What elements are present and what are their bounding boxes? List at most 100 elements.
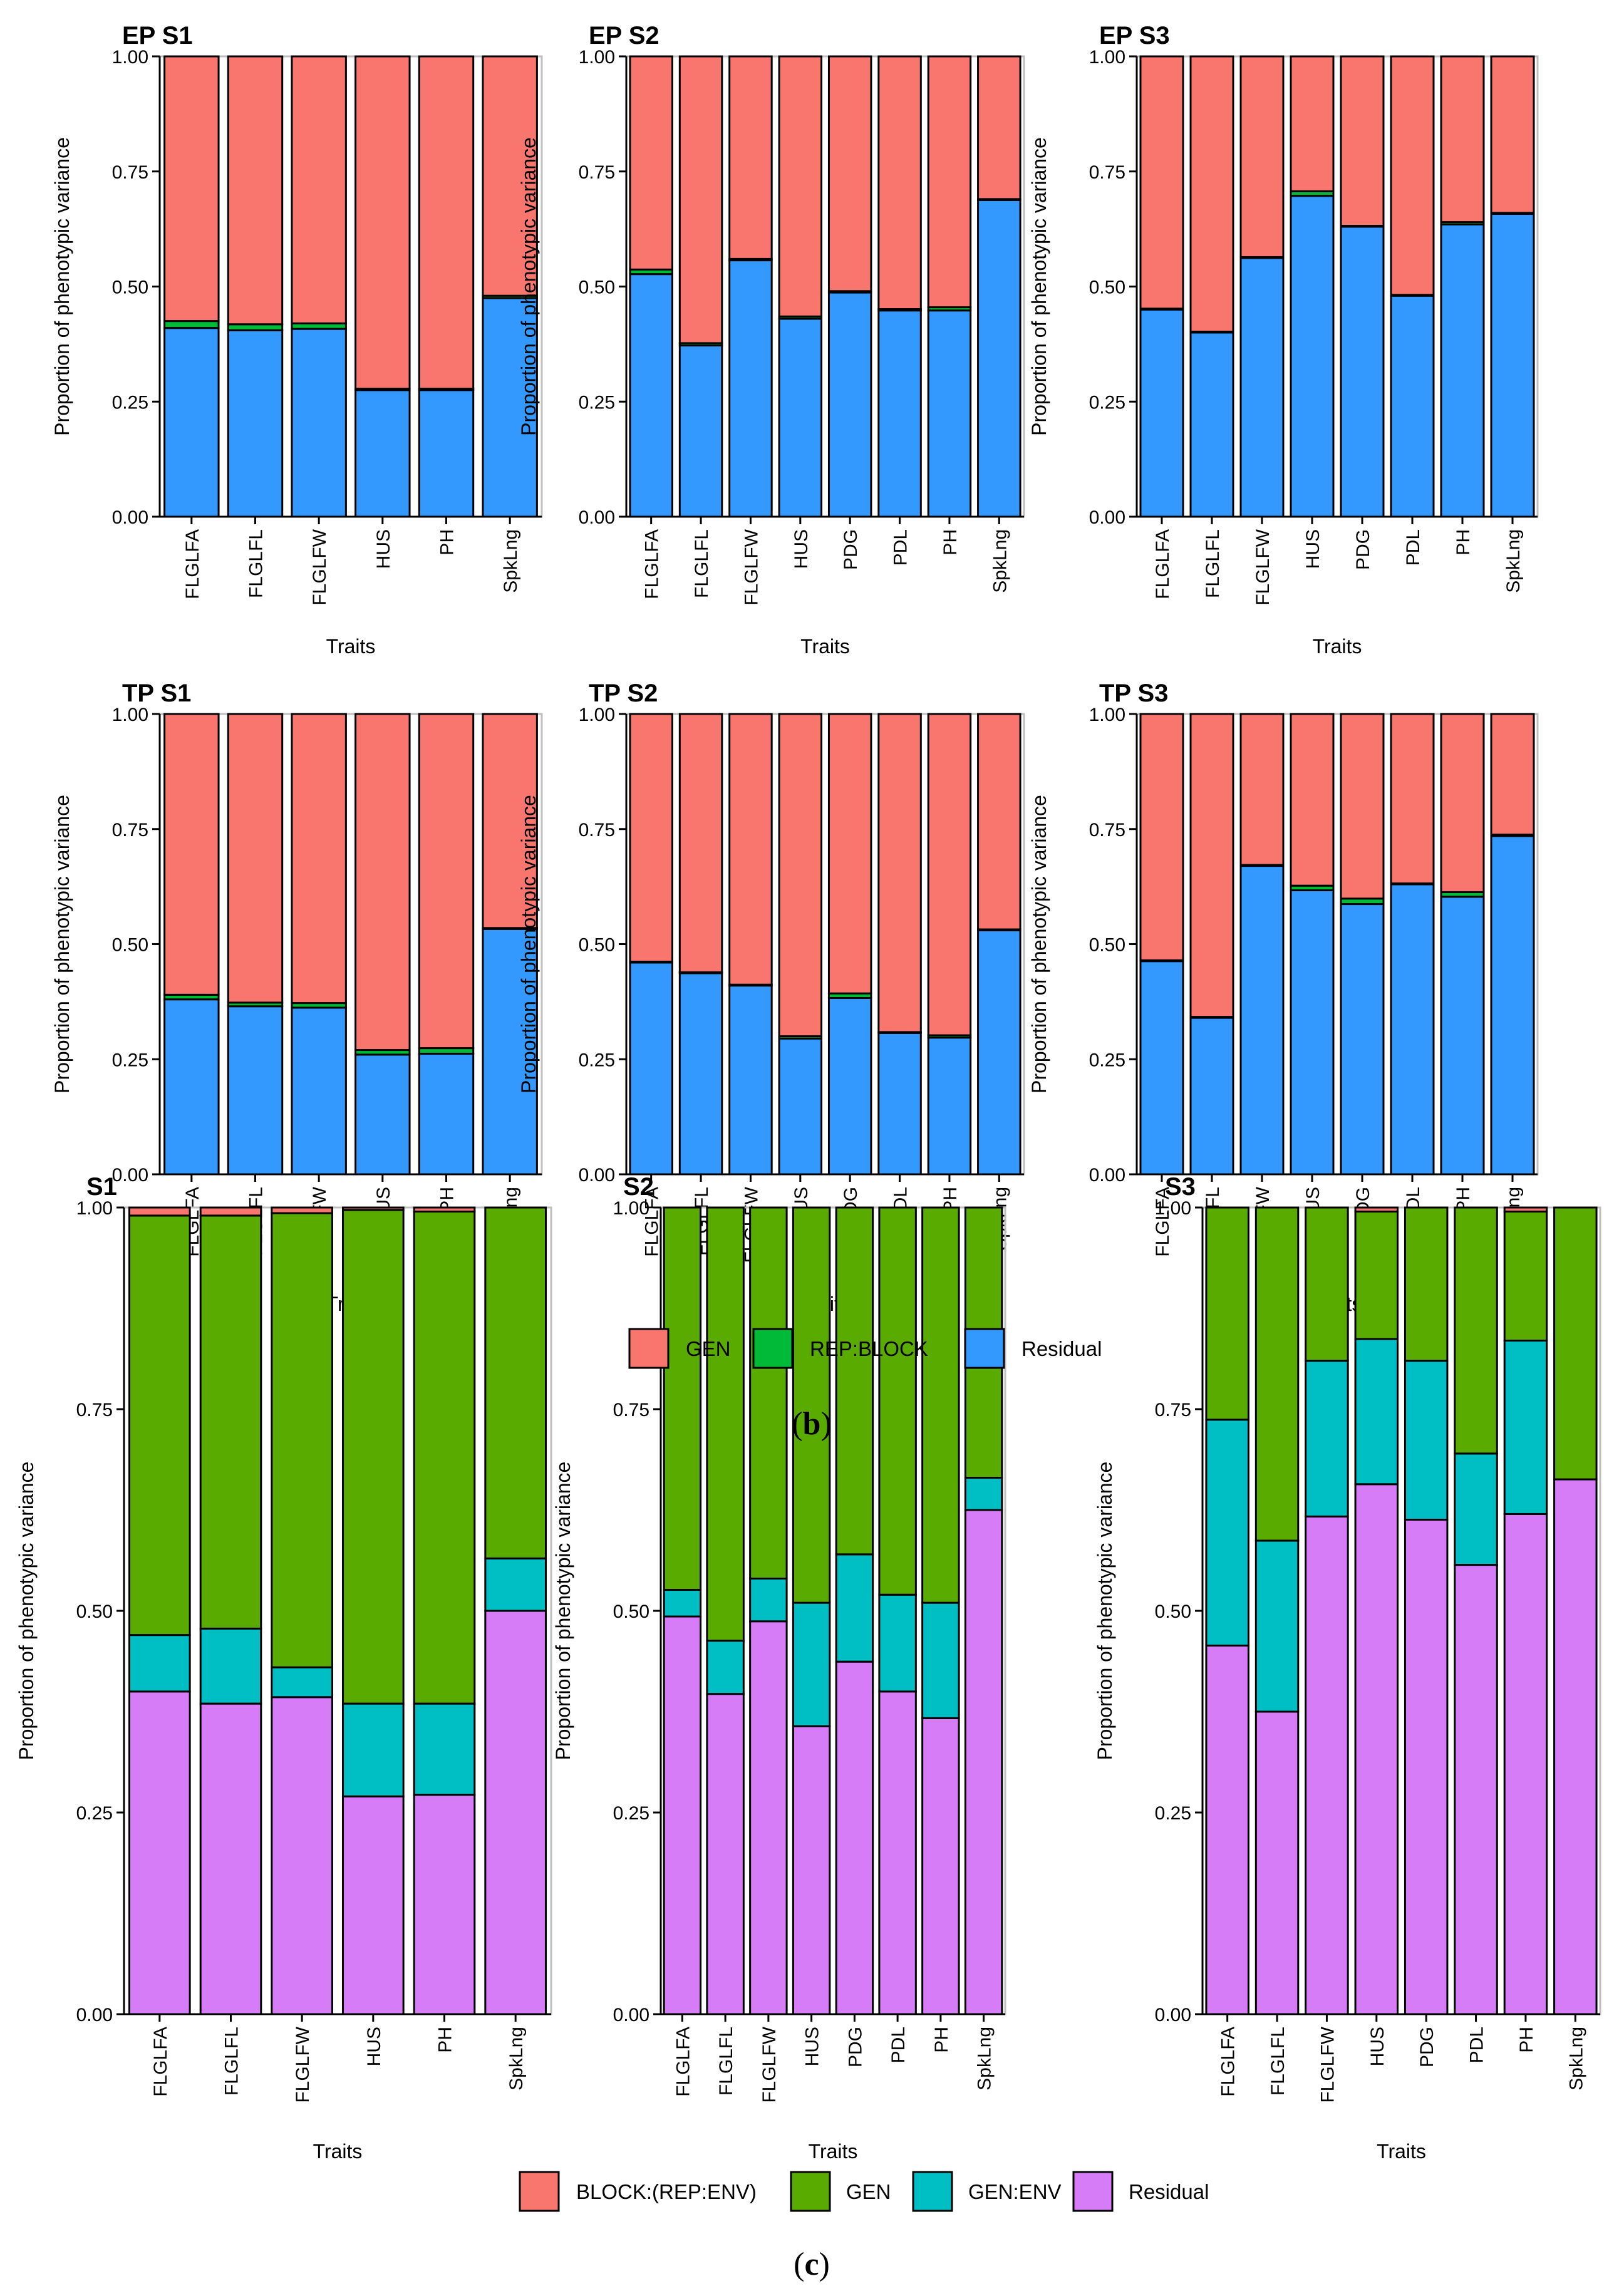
bar-segment-gen <box>629 55 673 271</box>
bar-segment-residual <box>484 1610 547 2015</box>
bar-segment-residual <box>482 297 538 518</box>
bar-segment-gen <box>728 55 773 260</box>
bar-segment-gen <box>749 1206 788 1580</box>
bar-segment-residual <box>1290 889 1335 1176</box>
bar-segment-gen-env <box>199 1627 262 1705</box>
bar-segment-gen-env <box>835 1553 874 1663</box>
bar-segment-gen-env <box>1305 1360 1349 1518</box>
y-axis-label: Proportion of phenotypic variance <box>1094 1462 1116 1761</box>
bar-segment-gen <box>1553 1206 1598 1481</box>
x-axis-label: Traits <box>1313 635 1362 658</box>
legend-swatch-gen-env <box>912 2171 953 2212</box>
bar-segment-block-rep-env <box>271 1206 333 1214</box>
bar-segment-residual <box>418 1052 475 1176</box>
bar-segment-block-rep-env <box>342 1206 405 1211</box>
bar-segment-gen <box>835 1206 874 1556</box>
x-tick-label: PH <box>1453 529 1474 556</box>
bar-segment-gen <box>1305 1206 1349 1362</box>
bar-segment-residual <box>1189 1016 1234 1176</box>
x-tick-label: FLGLFW <box>1317 2026 1338 2102</box>
x-tick-label: FLGLFA <box>1152 529 1173 599</box>
bar-segment-gen <box>1340 713 1385 900</box>
panel-title: TP S1 <box>122 680 191 707</box>
bar-segment-gen <box>354 713 411 1052</box>
bar-segment-gen-env <box>706 1640 745 1695</box>
bar-segment-block-rep-env <box>413 1206 476 1213</box>
legend-c: BLOCK:(REP:ENV) GEN GEN:ENV Residual <box>519 2171 1209 2212</box>
x-tick-label: FLGLFW <box>1253 529 1273 605</box>
panel-s3: S3 0.00 0.25 0.50 0.75 1.00 Proportion of phen… <box>1094 1173 1601 2163</box>
panel-title: EP S2 <box>589 22 659 49</box>
y-tick-label: 0.50 <box>579 935 615 956</box>
bar-segment-residual <box>227 329 284 518</box>
legend-label-gen-c: GEN <box>846 2180 891 2203</box>
y-tick-label: 0.00 <box>1089 1165 1125 1186</box>
bar-segment-residual <box>977 929 1021 1176</box>
x-tick-label: HUS <box>373 529 394 569</box>
caption-c: (c) <box>794 2247 830 2282</box>
panel-s1: S1 0.00 0.25 0.50 0.75 1.00 Proportion of phen… <box>15 1173 552 2163</box>
y-tick-label: 0.75 <box>112 162 148 183</box>
bar-segment-residual <box>827 291 872 518</box>
bar-segment-gen-env <box>1503 1340 1548 1515</box>
legend-swatch-residual <box>964 1328 1005 1369</box>
bar-segment-gen-env <box>1454 1452 1498 1566</box>
bar-segment-gen <box>1503 1210 1548 1342</box>
bar-segment-rep-block <box>163 320 220 329</box>
y-tick-label: 0.25 <box>579 1050 615 1070</box>
bar-segment-gen <box>1440 55 1485 224</box>
legend-swatch-residual-c <box>1072 2171 1114 2212</box>
bar-segment-residual <box>921 1717 960 2015</box>
bar-segment-gen-env <box>663 1589 702 1618</box>
y-tick-label: 1.00 <box>1155 1198 1191 1219</box>
bar-segment-residual <box>927 309 972 518</box>
bar-segment-gen <box>1404 1206 1449 1362</box>
bar-segment-residual <box>1390 883 1435 1176</box>
x-tick-label: PDL <box>888 2027 909 2063</box>
bar-segment-residual <box>835 1660 874 2015</box>
x-tick-label: FLGLFL <box>246 529 267 598</box>
bar-segment-gen-env <box>128 1634 191 1693</box>
bar-segment-gen-env <box>749 1577 788 1623</box>
bar-segment-gen <box>1139 713 1184 961</box>
y-axis-label: Proportion of phenotypic variance <box>552 1462 574 1761</box>
bar-segment-residual <box>629 273 673 518</box>
y-tick-label: 1.00 <box>613 1198 649 1219</box>
bar-segment-residual <box>199 1702 262 2015</box>
bar-segment-residual <box>964 1509 1003 2015</box>
bar-segment-residual <box>1354 1483 1399 2015</box>
y-tick-label: 0.50 <box>112 277 148 298</box>
bar-segment-residual <box>291 1006 347 1176</box>
bar-segment-residual <box>778 318 823 518</box>
y-tick-label: 0.75 <box>1089 820 1125 840</box>
bar-segment-residual <box>1454 1564 1498 2015</box>
y-tick-label: 1.00 <box>1089 47 1125 68</box>
bar-segment-residual <box>1440 223 1485 518</box>
bar-segment-residual <box>271 1696 333 2015</box>
legend-label-gen: GEN <box>686 1337 731 1360</box>
x-tick-label: SpkLng <box>506 2027 527 2091</box>
x-tick-label: PH <box>437 529 458 556</box>
panel-title: EP S1 <box>122 22 193 49</box>
bar-segment-gen <box>706 1206 745 1642</box>
bar-segment-gen <box>484 1206 547 1559</box>
x-tick-label: PH <box>1516 2027 1537 2053</box>
bar-segment-gen <box>778 55 823 318</box>
bar-segment-gen <box>227 55 284 326</box>
y-tick-label: 0.00 <box>1155 2005 1191 2025</box>
bar-segment-residual <box>629 961 673 1176</box>
x-tick-label: FLGLFA <box>150 2027 171 2097</box>
bar-segment-residual <box>1503 1513 1548 2015</box>
bar-segment-residual <box>1205 1644 1249 2015</box>
bar-segment-gen <box>728 713 773 986</box>
panel-title: S1 <box>86 1173 117 1201</box>
bar-segment-gen <box>342 1209 405 1705</box>
x-tick-label: SpkLng <box>1503 529 1524 593</box>
y-tick-label: 0.50 <box>1089 277 1125 298</box>
legend-swatch-gen <box>628 1328 670 1369</box>
y-tick-label: 1.00 <box>579 47 615 68</box>
x-tick-label: PDG <box>1353 529 1373 570</box>
bar-segment-residual <box>163 327 220 518</box>
bar-segment-gen <box>827 713 872 995</box>
bar-segment-residual <box>128 1690 191 2015</box>
